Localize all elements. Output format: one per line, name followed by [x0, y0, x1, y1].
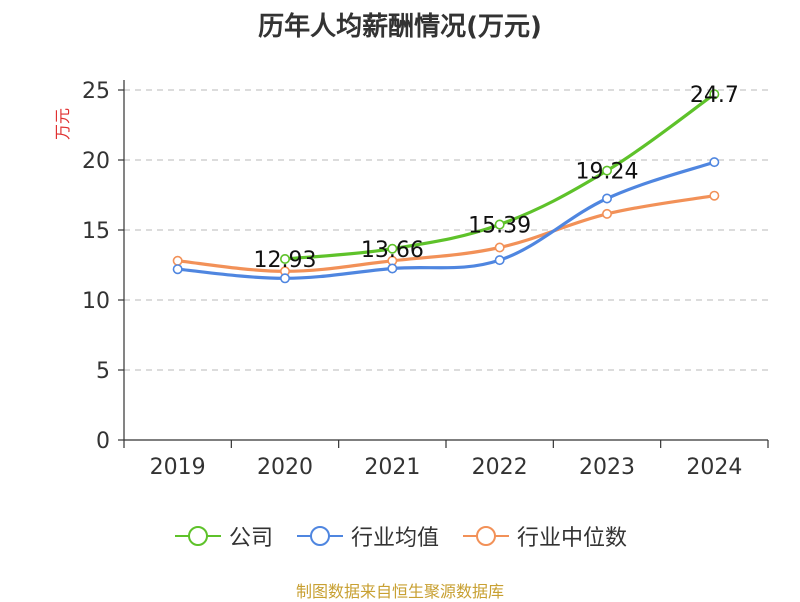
data-point: [172, 255, 183, 266]
legend-label-industry-median: 行业中位数: [517, 526, 628, 551]
x-tick-label: 2020: [257, 455, 313, 480]
data-point: [494, 219, 505, 230]
chart-title: 历年人均薪酬情况(万元): [258, 12, 542, 42]
y-tick-label: 0: [96, 429, 110, 454]
legend-label-company: 公司: [228, 526, 273, 551]
data-point: [709, 89, 720, 100]
data-point: [709, 157, 720, 168]
series-line: [177, 194, 715, 273]
legend-marker-industry-median: [463, 526, 509, 546]
y-tick-label: 15: [82, 219, 110, 244]
y-tick-label: 25: [82, 79, 110, 104]
x-tick-label: 2021: [364, 455, 420, 480]
x-tick-label: 2022: [472, 455, 528, 480]
legend-marker-company: [174, 526, 221, 546]
x-tick-label: 2023: [579, 455, 635, 480]
data-point: [279, 253, 290, 264]
line-chart: 0 5 10 15 20 25 万元 2019 2020 2021 2022 2023 2024 12.9…: [53, 79, 769, 480]
legend-item-industry-median[interactable]: 行业中位数: [461, 520, 627, 552]
y-tick-label: 10: [82, 289, 110, 314]
x-tick-label: 2024: [686, 455, 742, 480]
data-label: 24.7: [690, 83, 739, 108]
y-tick-label: 5: [96, 359, 110, 384]
data-label: 12.93: [254, 248, 317, 273]
legend-item-industry-avg[interactable]: 行业均值: [295, 520, 439, 552]
data-point: [601, 165, 612, 176]
data-point: [709, 190, 720, 201]
data-point: [601, 208, 612, 219]
y-axis-label: 万元: [53, 108, 72, 140]
legend-item-company[interactable]: 公司: [173, 520, 273, 552]
data-label: 15.39: [468, 214, 531, 239]
data-point: [279, 273, 290, 284]
data-point: [494, 242, 505, 253]
footer-source: 制图数据来自恒生聚源数据库: [295, 582, 504, 601]
legend-label-industry-avg: 行业均值: [350, 526, 439, 551]
series-line: [177, 160, 715, 280]
data-point: [172, 264, 183, 275]
x-tick-label: 2019: [150, 455, 206, 480]
data-point: [494, 255, 505, 266]
legend: 公司 行业均值 行业中位数: [0, 520, 800, 552]
data-label: 19.24: [576, 160, 639, 185]
y-tick-label: 20: [82, 149, 110, 174]
data-point: [387, 263, 398, 274]
data-point: [601, 193, 612, 204]
data-label: 13.66: [361, 238, 424, 263]
legend-marker-industry-avg: [296, 526, 343, 546]
data-point: [387, 243, 398, 254]
